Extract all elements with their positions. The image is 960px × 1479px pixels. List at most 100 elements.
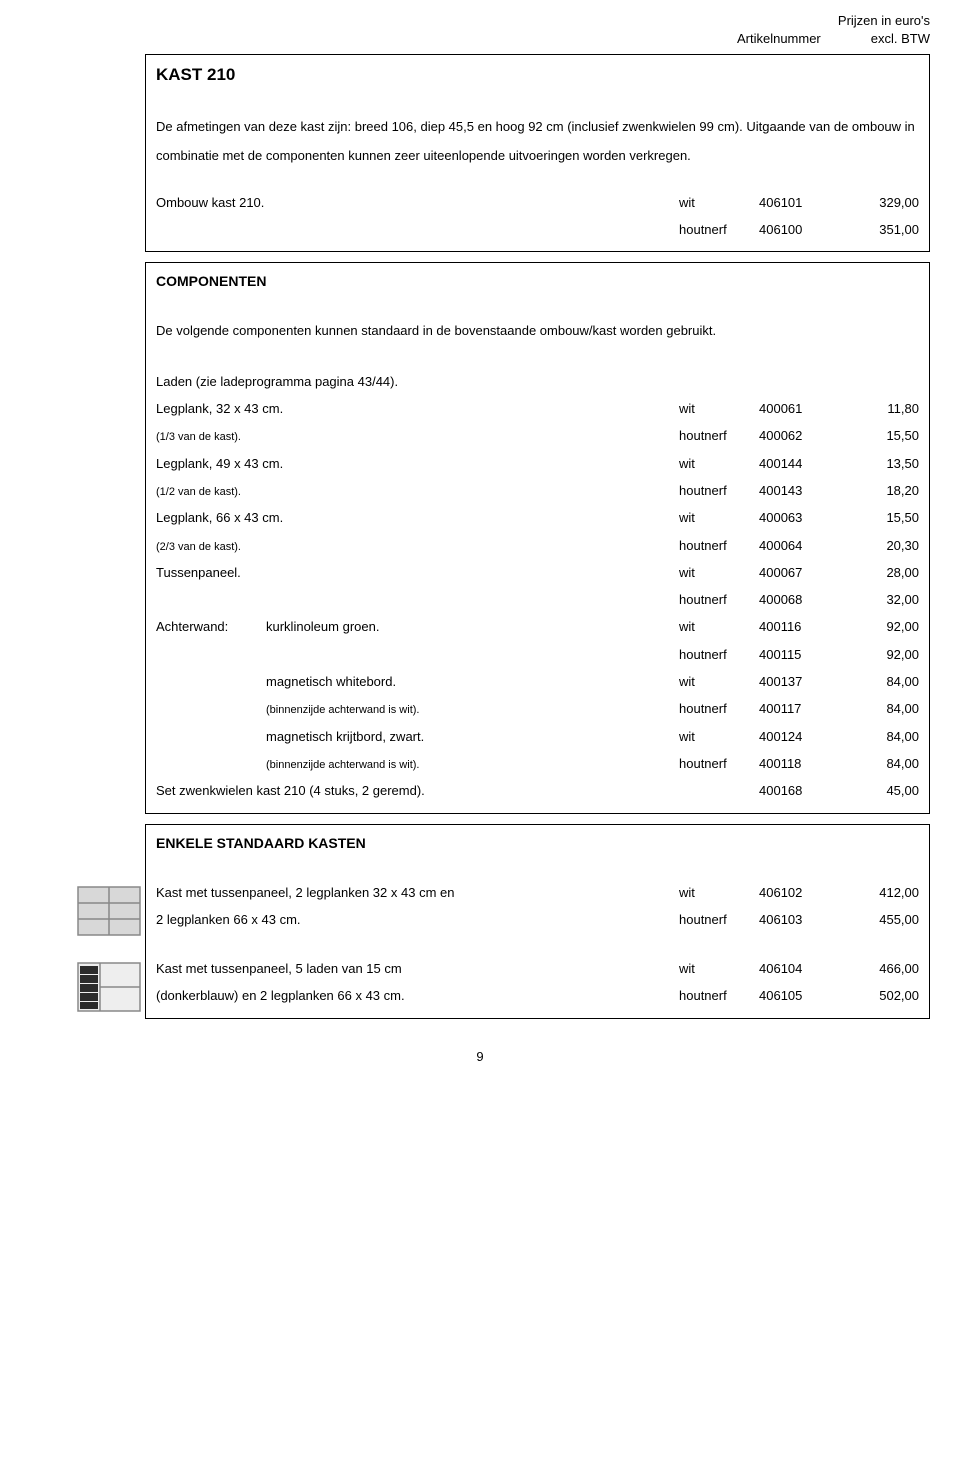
item-finish: houtnerf xyxy=(679,750,759,777)
header-col-price: excl. BTW xyxy=(871,30,930,48)
item-finish: wit xyxy=(679,955,759,982)
section-title: COMPONENTEN xyxy=(156,273,919,289)
cabinet-drawers-icon xyxy=(76,961,142,1016)
page-header: Prijzen in euro's Artikelnummer excl. BT… xyxy=(30,12,930,48)
item-price: 412,00 xyxy=(839,879,919,906)
item-label: Legplank, 66 x 43 cm. xyxy=(156,504,679,531)
item-price: 92,00 xyxy=(839,613,919,640)
item-artnr: 406101 xyxy=(759,189,839,216)
item-finish: houtnerf xyxy=(679,532,759,559)
item-price: 84,00 xyxy=(839,668,919,695)
section-componenten: COMPONENTEN De volgende componenten kunn… xyxy=(145,262,930,813)
item-sublabel: (binnenzijde achterwand is wit). xyxy=(266,699,679,722)
item-artnr: 406100 xyxy=(759,216,839,243)
item-price: 84,00 xyxy=(839,750,919,777)
item-finish: houtnerf xyxy=(679,422,759,449)
item-label: Tussenpaneel. xyxy=(156,559,679,586)
item-finish: wit xyxy=(679,504,759,531)
table-row: Laden (zie ladeprogramma pagina 43/44). xyxy=(156,368,919,395)
section-standaard-kasten: ENKELE STANDAARD KASTEN Kast met tussenp… xyxy=(145,824,930,1019)
item-artnr: 406102 xyxy=(759,879,839,906)
item-price: 18,20 xyxy=(839,477,919,504)
item-label: Ombouw kast 210. xyxy=(156,189,679,216)
item-sublabel: (binnenzijde achterwand is wit). xyxy=(266,754,679,777)
item-artnr: 400063 xyxy=(759,504,839,531)
table-row: (2/3 van de kast). houtnerf 400064 20,30 xyxy=(156,532,919,559)
item-label: (donkerblauw) en 2 legplanken 66 x 43 cm… xyxy=(156,982,679,1009)
item-finish: houtnerf xyxy=(679,641,759,668)
item-label: Kast met tussenpaneel, 5 laden van 15 cm xyxy=(156,955,679,982)
table-row: (binnenzijde achterwand is wit). houtner… xyxy=(156,750,919,777)
table-row: Legplank, 66 x 43 cm. wit 400063 15,50 xyxy=(156,504,919,531)
item-label: Kast met tussenpaneel, 2 legplanken 32 x… xyxy=(156,879,679,906)
table-row: (1/3 van de kast). houtnerf 400062 15,50 xyxy=(156,422,919,449)
item-price: 351,00 xyxy=(839,216,919,243)
item-price: 84,00 xyxy=(839,723,919,750)
item-artnr: 400067 xyxy=(759,559,839,586)
item-finish: wit xyxy=(679,395,759,422)
table-row: Legplank, 49 x 43 cm. wit 400144 13,50 xyxy=(156,450,919,477)
item-finish: houtnerf xyxy=(679,216,759,243)
item-artnr: 400061 xyxy=(759,395,839,422)
table-row: 2 legplanken 66 x 43 cm. houtnerf 406103… xyxy=(156,906,919,933)
item-price: 502,00 xyxy=(839,982,919,1009)
item-finish: wit xyxy=(679,189,759,216)
item-price: 455,00 xyxy=(839,906,919,933)
item-price: 84,00 xyxy=(839,695,919,722)
item-artnr: 400068 xyxy=(759,586,839,613)
item-finish: wit xyxy=(679,613,759,640)
section-desc: De afmetingen van deze kast zijn: breed … xyxy=(156,113,919,170)
section-kast-210: KAST 210 De afmetingen van deze kast zij… xyxy=(145,54,930,252)
achterwand-label: Achterwand: xyxy=(156,613,266,640)
item-price: 329,00 xyxy=(839,189,919,216)
item-finish: houtnerf xyxy=(679,477,759,504)
item-finish: wit xyxy=(679,723,759,750)
section-title: ENKELE STANDAARD KASTEN xyxy=(156,835,919,851)
table-row: houtnerf 400115 92,00 xyxy=(156,641,919,668)
table-row: Set zwenkwielen kast 210 (4 stuks, 2 ger… xyxy=(156,777,919,804)
item-label: magnetisch krijtbord, zwart. xyxy=(266,723,679,750)
table-row: Achterwand: kurklinoleum groen. wit 4001… xyxy=(156,613,919,640)
item-finish: wit xyxy=(679,559,759,586)
item-label: magnetisch whitebord. xyxy=(266,668,679,695)
table-row: (donkerblauw) en 2 legplanken 66 x 43 cm… xyxy=(156,982,919,1009)
item-finish: wit xyxy=(679,879,759,906)
item-label: Legplank, 32 x 43 cm. xyxy=(156,395,679,422)
item-sublabel: (1/2 van de kast). xyxy=(156,481,679,504)
item-artnr: 400064 xyxy=(759,532,839,559)
item-price: 20,30 xyxy=(839,532,919,559)
item-label: 2 legplanken 66 x 43 cm. xyxy=(156,906,679,933)
item-artnr: 400124 xyxy=(759,723,839,750)
table-row: Tussenpaneel. wit 400067 28,00 xyxy=(156,559,919,586)
table-row: magnetisch krijtbord, zwart. wit 400124 … xyxy=(156,723,919,750)
item-price: 11,80 xyxy=(839,395,919,422)
item-price: 15,50 xyxy=(839,504,919,531)
section-intro: De volgende componenten kunnen standaard… xyxy=(156,317,919,346)
table-row: Ombouw kast 210. wit 406101 329,00 xyxy=(156,189,919,216)
item-price: 13,50 xyxy=(839,450,919,477)
cabinet-shelves-icon xyxy=(76,885,142,940)
item-artnr: 406105 xyxy=(759,982,839,1009)
header-col-art: Artikelnummer xyxy=(737,30,821,48)
item-artnr: 400116 xyxy=(759,613,839,640)
item-finish: wit xyxy=(679,450,759,477)
item-label: Legplank, 49 x 43 cm. xyxy=(156,450,679,477)
table-row: houtnerf 406100 351,00 xyxy=(156,216,919,243)
table-row: Kast met tussenpaneel, 5 laden van 15 cm… xyxy=(156,955,919,982)
item-artnr: 400168 xyxy=(759,777,839,804)
table-row: (binnenzijde achterwand is wit). houtner… xyxy=(156,695,919,722)
table-row: Legplank, 32 x 43 cm. wit 400061 11,80 xyxy=(156,395,919,422)
item-finish: wit xyxy=(679,668,759,695)
item-artnr: 400117 xyxy=(759,695,839,722)
item-artnr: 400115 xyxy=(759,641,839,668)
table-row: Kast met tussenpaneel, 2 legplanken 32 x… xyxy=(156,879,919,906)
item-artnr: 400137 xyxy=(759,668,839,695)
header-line1: Prijzen in euro's xyxy=(30,12,930,30)
item-price: 15,50 xyxy=(839,422,919,449)
item-artnr: 400118 xyxy=(759,750,839,777)
item-artnr: 406104 xyxy=(759,955,839,982)
table-row: magnetisch whitebord. wit 400137 84,00 xyxy=(156,668,919,695)
item-finish: houtnerf xyxy=(679,695,759,722)
item-sublabel: (1/3 van de kast). xyxy=(156,426,679,449)
section-title: KAST 210 xyxy=(156,65,919,85)
